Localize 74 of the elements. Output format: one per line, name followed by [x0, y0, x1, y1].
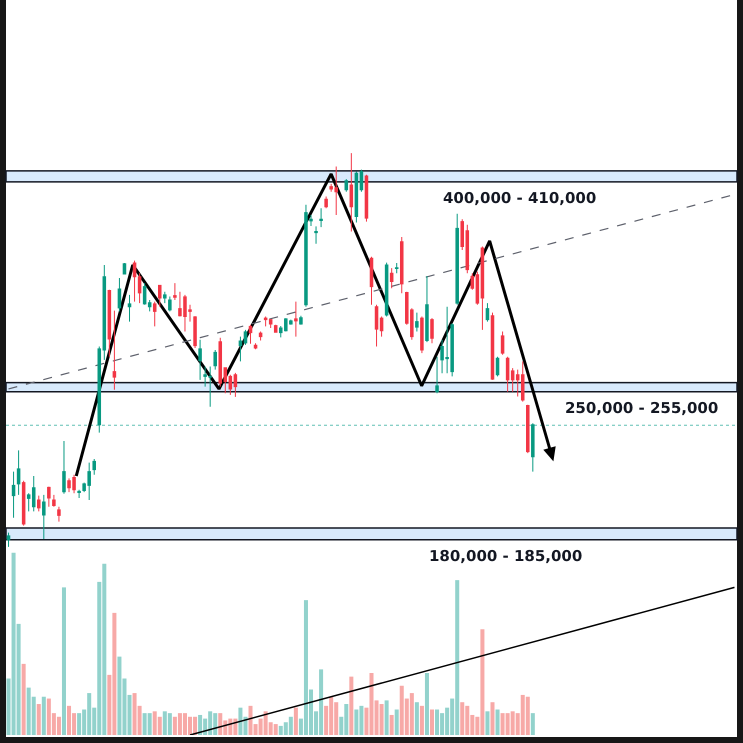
candlestick: [128, 294, 132, 322]
candlestick: [415, 312, 419, 332]
bar: [394, 709, 399, 735]
candlestick: [57, 506, 61, 522]
candlestick: [299, 315, 303, 326]
bar: [22, 664, 26, 735]
candlestick: [122, 262, 126, 275]
candlestick: [77, 489, 81, 499]
bar: [485, 711, 490, 735]
candlestick: [42, 494, 46, 540]
candlestick: [92, 458, 96, 476]
bar: [384, 700, 389, 735]
candlestick: [168, 296, 172, 312]
candlestick: [314, 226, 318, 244]
bar: [430, 709, 434, 735]
candlestick: [274, 324, 278, 334]
candlestick: [52, 494, 56, 508]
candlestick: [158, 284, 162, 308]
bar: [294, 708, 298, 735]
candlestick: [62, 440, 66, 494]
candlestick: [198, 339, 202, 380]
candlestick: [435, 356, 439, 394]
candlestick: [22, 480, 26, 526]
candlestick: [500, 330, 504, 356]
candlestick: [490, 312, 494, 380]
candlestick: [455, 213, 459, 306]
candlestick: [108, 289, 112, 358]
candlestick: [112, 310, 116, 390]
bar: [420, 706, 424, 735]
bar: [496, 709, 500, 735]
candlestick: [118, 277, 122, 312]
candlestick: [324, 196, 328, 209]
candlestick: [16, 450, 20, 496]
candlestick: [496, 356, 500, 377]
bar: [390, 714, 394, 735]
candlestick: [213, 350, 217, 370]
candlestick: [294, 301, 298, 338]
bar: [490, 702, 495, 735]
candlestick: [394, 262, 398, 274]
candlestick: [400, 236, 404, 294]
bar: [349, 676, 354, 735]
candlestick: [248, 324, 252, 344]
candlestick: [425, 275, 429, 343]
candlestick: [6, 532, 10, 548]
bar: [414, 702, 419, 735]
candlestick: [12, 471, 16, 518]
band-label: 250,000 - 255,000: [565, 399, 718, 417]
candlestick: [384, 262, 388, 318]
candlestick: [37, 495, 41, 512]
candlestick: [526, 404, 530, 454]
candlestick: [350, 152, 354, 232]
candlestick: [258, 330, 262, 342]
band-label: 400,000 - 410,000: [443, 189, 596, 207]
candlestick: [364, 174, 368, 222]
bar: [530, 713, 535, 735]
candlestick: [319, 208, 323, 228]
candlestick: [370, 256, 374, 306]
candlestick: [47, 486, 51, 508]
candlestick: [193, 316, 197, 349]
candlestick: [344, 178, 348, 192]
bar: [62, 587, 66, 735]
candlestick: [390, 268, 394, 289]
candlestick: [430, 318, 434, 344]
bar: [42, 696, 46, 735]
bar: [424, 673, 429, 735]
bar: [36, 704, 41, 735]
candlestick: [152, 301, 156, 327]
candlestick: [254, 342, 258, 350]
candlestick: [486, 302, 490, 322]
candlestick: [420, 316, 424, 354]
candlestick: [173, 282, 177, 300]
candlestick: [531, 422, 535, 472]
band-label: 180,000 - 185,000: [429, 547, 582, 565]
candlestick: [163, 291, 167, 304]
